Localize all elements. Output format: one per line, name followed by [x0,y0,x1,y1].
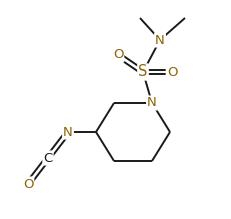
Text: N: N [155,34,165,46]
Text: O: O [167,65,177,78]
Text: O: O [23,178,33,191]
Text: O: O [113,48,123,62]
Text: C: C [43,152,53,164]
Text: S: S [138,65,148,79]
Text: N: N [147,97,157,110]
Text: N: N [63,125,73,138]
